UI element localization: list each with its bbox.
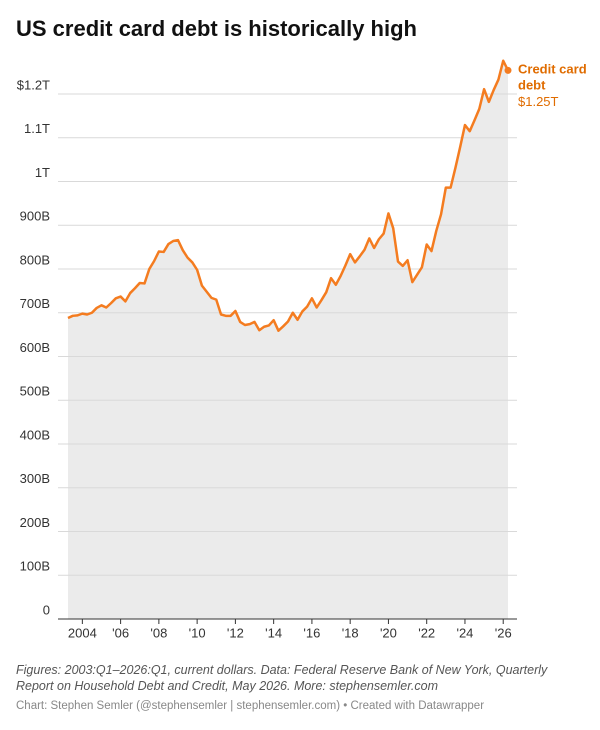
y-tick-label: 900B (20, 209, 50, 224)
x-tick-label: '12 (227, 625, 244, 640)
x-tick-label: '26 (495, 625, 512, 640)
y-tick-label: 100B (20, 559, 50, 574)
y-tick-label: 1.1T (24, 121, 50, 136)
x-tick-label: '24 (456, 625, 473, 640)
y-tick-label: 300B (20, 471, 50, 486)
y-tick-label: $1.2T (17, 77, 50, 92)
legend-label: Credit card debt (518, 62, 587, 93)
x-tick-label: '18 (342, 625, 359, 640)
x-tick-label: '22 (418, 625, 435, 640)
chart: 0 100B 200B 300B 400B 500B 600B 700B 800B 900B 1T 1… (17, 59, 587, 640)
x-tick-label: '06 (112, 625, 129, 640)
y-tick-label: 700B (20, 296, 50, 311)
y-tick-label: 500B (20, 384, 50, 399)
end-dot (504, 66, 512, 74)
x-tick-label: '08 (150, 625, 167, 640)
y-tick-label: 0 (43, 602, 50, 617)
x-tick-label: '16 (303, 625, 320, 640)
x-tick-label: '10 (189, 625, 206, 640)
y-tick-label: 1T (35, 165, 50, 180)
chart-title: US credit card debt is historically high (16, 16, 417, 41)
line (67, 59, 510, 332)
value-label: $1.25T (518, 94, 559, 109)
x-tick-label: '14 (265, 625, 282, 640)
area (68, 60, 508, 619)
y-tick-label: 800B (20, 252, 50, 267)
y-tick-label: 600B (20, 340, 50, 355)
y-tick-label: 200B (20, 515, 50, 530)
x-tick-label: 2004 (68, 625, 97, 640)
source: Chart: Stephen Semler (@stephensemler | … (16, 700, 485, 712)
notes: Figures: 2003:Q1–2026:Q1, current dollar… (16, 663, 548, 693)
y-tick-label: 400B (20, 427, 50, 442)
x-tick-label: '20 (380, 625, 397, 640)
